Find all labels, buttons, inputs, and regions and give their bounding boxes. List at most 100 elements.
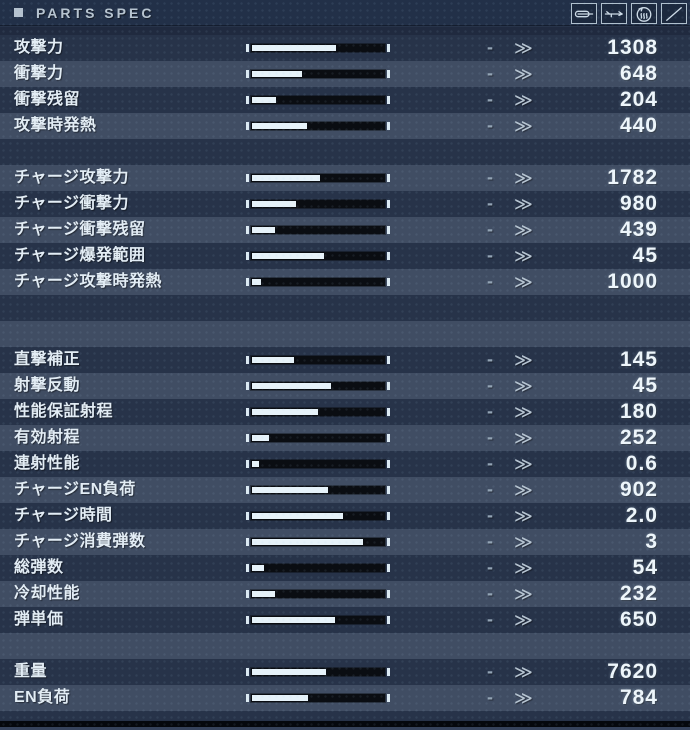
comparison-chevron-icon: ≫ [514, 350, 533, 370]
stat-label: EN負荷 [14, 689, 71, 706]
bar-left-tick [246, 96, 249, 104]
bar-fill [252, 71, 302, 77]
stat-label: 弾単価 [14, 611, 64, 628]
bar-track [251, 70, 385, 78]
bar-left-tick [246, 460, 249, 468]
bar-left-tick [246, 512, 249, 520]
stat-value: 180 [619, 400, 658, 423]
bottom-edge-strip [0, 727, 690, 730]
stat-label: 攻撃時発熱 [14, 117, 97, 134]
spec-row: チャージ時間 - ≫ 2.0 [0, 503, 690, 529]
comparison-chevron-icon: ≫ [514, 194, 533, 214]
comparison-chevron-icon: ≫ [514, 610, 533, 630]
stat-value: 252 [619, 426, 658, 449]
stat-label: チャージ時間 [14, 507, 113, 524]
shell-icon[interactable] [571, 3, 597, 24]
bar-fill [252, 591, 275, 597]
bar-fill [252, 669, 326, 675]
comparison-chevron-icon: ≫ [514, 584, 533, 604]
bar-track [251, 200, 385, 208]
spec-row: 攻撃時発熱 - ≫ 440 [0, 113, 690, 139]
bar-track [251, 408, 385, 416]
bar-right-tick [387, 486, 390, 494]
bar-left-tick [246, 616, 249, 624]
comparison-chevron-icon: ≫ [514, 532, 533, 552]
comparison-chevron-icon: ≫ [514, 428, 533, 448]
stat-value: 3 [645, 530, 658, 553]
comparison-dash: - [487, 401, 493, 421]
stat-bar [246, 113, 390, 139]
spec-row: 直撃補正 - ≫ 145 [0, 347, 690, 373]
comparison-chevron-icon: ≫ [514, 64, 533, 84]
bar-left-tick [246, 252, 249, 260]
stat-bar [246, 477, 390, 503]
stat-value: 784 [619, 686, 658, 709]
stat-value: 45 [632, 244, 658, 267]
comparison-chevron-icon: ≫ [514, 506, 533, 526]
stat-label: 総弾数 [14, 559, 64, 576]
bar-right-tick [387, 122, 390, 130]
stat-value: 902 [619, 478, 658, 501]
stat-label: 衝撃残留 [14, 91, 81, 108]
empty-slot-icon[interactable] [661, 3, 687, 24]
spec-row: チャージ爆発範囲 - ≫ 45 [0, 243, 690, 269]
bar-track [251, 616, 385, 624]
stat-bar [246, 165, 390, 191]
stat-label: チャージ攻撃時発熱 [14, 273, 163, 290]
rifle-icon[interactable] [601, 3, 627, 24]
comparison-dash: - [487, 661, 493, 681]
bar-track [251, 174, 385, 182]
spec-row: チャージEN負荷 - ≫ 902 [0, 477, 690, 503]
stat-value: 650 [619, 608, 658, 631]
bar-left-tick [246, 486, 249, 494]
comparison-dash: - [487, 453, 493, 473]
bar-track [251, 226, 385, 234]
bar-right-tick [387, 382, 390, 390]
spec-row: 重量 - ≫ 7620 [0, 659, 690, 685]
bar-right-tick [387, 226, 390, 234]
stat-bar [246, 555, 390, 581]
comparison-chevron-icon: ≫ [514, 480, 533, 500]
stat-label: 重量 [14, 663, 48, 680]
bar-track [251, 694, 385, 702]
bar-track [251, 122, 385, 130]
bar-track [251, 538, 385, 546]
bar-fill [252, 539, 364, 545]
stat-bar [246, 269, 390, 295]
comparison-chevron-icon: ≫ [514, 402, 533, 422]
bar-fill [252, 175, 321, 181]
header-shadow-strip [0, 27, 690, 35]
comparison-dash: - [487, 219, 493, 239]
bar-left-tick [246, 564, 249, 572]
stat-bar [246, 529, 390, 555]
stat-bar [246, 685, 390, 711]
bar-fill [252, 45, 337, 51]
bar-fill [252, 695, 309, 701]
spec-row: 衝撃力 - ≫ 648 [0, 61, 690, 87]
stat-value: 648 [619, 62, 658, 85]
bar-left-tick [246, 538, 249, 546]
spec-row: 攻撃力 - ≫ 1308 [0, 35, 690, 61]
comparison-dash: - [487, 245, 493, 265]
comparison-chevron-icon: ≫ [514, 246, 533, 266]
comparison-dash: - [487, 63, 493, 83]
comparison-dash: - [487, 687, 493, 707]
stat-label: チャージ攻撃力 [14, 169, 130, 186]
comparison-dash: - [487, 375, 493, 395]
bar-left-tick [246, 590, 249, 598]
bar-left-tick [246, 226, 249, 234]
spec-row: 総弾数 - ≫ 54 [0, 555, 690, 581]
spec-row: チャージ衝撃残留 - ≫ 439 [0, 217, 690, 243]
stat-label: チャージEN負荷 [14, 481, 136, 498]
bar-track [251, 96, 385, 104]
bar-fill [252, 279, 262, 285]
bar-right-tick [387, 434, 390, 442]
stat-value: 232 [619, 582, 658, 605]
bar-left-tick [246, 70, 249, 78]
spec-row: 冷却性能 - ≫ 232 [0, 581, 690, 607]
stat-bar [246, 503, 390, 529]
stat-bar [246, 451, 390, 477]
stat-bar [246, 607, 390, 633]
bottom-divider-bar [0, 721, 690, 727]
heat-icon[interactable] [631, 3, 657, 24]
